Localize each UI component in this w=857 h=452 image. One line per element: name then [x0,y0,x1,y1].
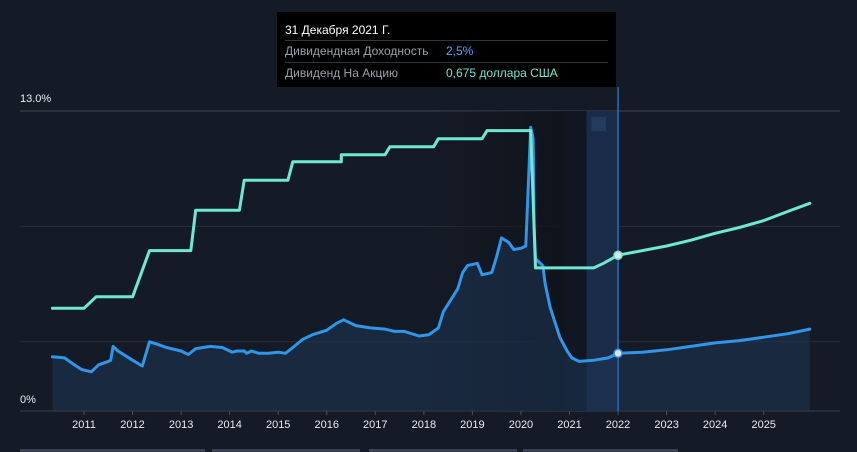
tooltip-yield-label: Дивидендная Доходность [285,44,429,58]
tooltip-dps-value: 0,675 доллара США [446,66,558,80]
x-tick-label: 2019 [460,419,484,431]
x-tick-label: 2013 [169,419,193,431]
dps-marker [613,250,623,260]
x-tick-label: 2017 [363,419,387,431]
x-tick-label: 2023 [654,419,678,431]
tooltip-row-dps: Дивиденд На Акцию 0,675 доллара США [285,62,608,84]
tooltip: 31 Декабря 2021 Г. Дивидендная Доходност… [277,12,616,87]
x-tick-label: 2018 [412,419,436,431]
x-tick-label: 2014 [217,419,241,431]
dps-line [50,129,812,310]
scroll-segment[interactable] [369,449,517,452]
scroll-segment[interactable] [20,449,205,452]
x-tick-label: 2022 [606,419,630,431]
yield-area [52,127,810,411]
yield-marker [613,348,623,359]
x-tick-label: 2020 [509,419,533,431]
yield-line [50,125,812,374]
tooltip-dps-label: Дивиденд На Акцию [285,66,399,80]
x-tick-label: 2012 [120,419,144,431]
y-tick-label: 13.0% [20,93,51,105]
past-shade [564,111,587,411]
x-tick-label: 2024 [703,419,727,431]
current-period-highlight [591,117,606,131]
x-tick-label: 2025 [751,419,775,431]
scroll-segment[interactable] [523,449,678,452]
x-tick-label: 2015 [266,419,290,431]
tooltip-yield-value: 2,5% [446,44,474,58]
x-tick-label: 2016 [315,419,339,431]
x-tick-label: 2011 [72,419,96,431]
x-tick-label: 2021 [557,419,581,431]
tooltip-date: 31 Декабря 2021 Г. [285,23,391,37]
scroll-segment[interactable] [212,449,360,452]
tooltip-row-yield: Дивидендная Доходность 2,5% [285,40,608,62]
y-tick-label: 0% [20,394,36,406]
